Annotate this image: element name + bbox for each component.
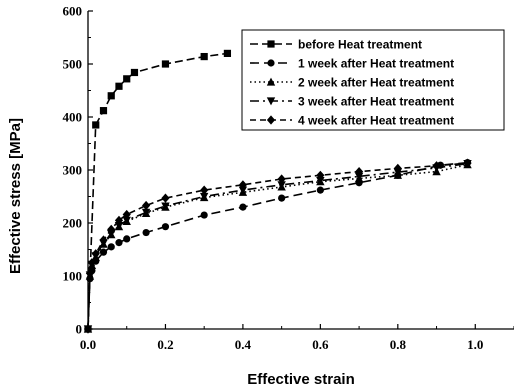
legend-label: 2 week after Heat treatment — [298, 76, 454, 90]
data-point — [91, 249, 100, 259]
data-point — [122, 216, 131, 225]
legend-marker — [267, 59, 275, 67]
data-point — [354, 172, 364, 181]
y-tick-label: 600 — [63, 4, 83, 19]
data-point — [115, 239, 123, 247]
data-point — [277, 181, 286, 190]
legend-entry: 3 week after Heat treatment — [250, 95, 454, 109]
data-point — [239, 203, 247, 211]
data-point — [238, 186, 248, 195]
y-tick-label: 0 — [76, 322, 83, 337]
data-point — [85, 268, 95, 278]
y-axis-title: Effective stress [MPa] — [7, 118, 24, 274]
legend-label: 3 week after Heat treatment — [298, 95, 454, 109]
x-tick-label: 0.8 — [390, 337, 407, 352]
legend-marker — [266, 97, 276, 106]
data-point — [107, 224, 116, 234]
data-point — [123, 75, 131, 83]
series-line — [87, 52, 228, 330]
y-tick-label: 300 — [63, 163, 83, 178]
data-point — [393, 163, 402, 174]
series-5 — [83, 158, 472, 334]
data-point — [115, 82, 123, 90]
x-tick-label: 0.0 — [80, 337, 96, 352]
data-point — [99, 107, 108, 115]
data-point — [114, 215, 124, 225]
y-tick-label: 100 — [63, 269, 83, 284]
data-point — [92, 121, 100, 129]
data-point — [99, 248, 108, 256]
legend-entry: 1 week after Heat treatment — [250, 57, 454, 71]
series-2 — [84, 158, 472, 333]
data-point — [142, 228, 150, 237]
data-point — [107, 92, 115, 100]
legend-entry: before Heat treatment — [250, 38, 422, 52]
x-tick-label: 0.4 — [235, 337, 252, 352]
data-point — [463, 158, 472, 168]
data-point — [87, 258, 96, 268]
data-point — [277, 174, 286, 184]
data-point — [99, 235, 108, 245]
series-line — [87, 162, 468, 330]
plot-area — [83, 49, 472, 334]
legend-entry: 2 week after Heat treatment — [250, 76, 454, 90]
data-point — [130, 68, 139, 77]
data-point — [316, 170, 325, 180]
y-tick-label: 200 — [63, 216, 83, 231]
series-line — [87, 163, 468, 330]
legend-label: before Heat treatment — [298, 38, 422, 52]
data-point — [354, 166, 364, 177]
data-point — [83, 324, 93, 334]
data-point — [238, 180, 248, 190]
series-line — [87, 162, 468, 330]
data-point — [161, 223, 170, 231]
legend-marker — [266, 77, 276, 86]
data-point — [432, 161, 441, 171]
data-point — [161, 202, 170, 211]
legend-box — [241, 29, 505, 131]
legend: before Heat treatment 1 week after Heat t… — [241, 29, 505, 131]
data-point — [316, 186, 324, 194]
series-3 — [83, 160, 472, 333]
data-point — [122, 209, 131, 220]
data-point — [161, 193, 170, 203]
data-point — [114, 222, 124, 231]
legend-label: 1 week after Heat treatment — [298, 57, 454, 71]
legend-entry: 4 week after Heat treatment — [250, 114, 454, 128]
legend-label: 4 week after Heat treatment — [298, 114, 454, 128]
data-point — [161, 60, 170, 68]
data-point — [199, 192, 209, 201]
series-1 — [84, 49, 232, 333]
axes: 0 100 200 300 400 500 600 0.0 0.2 0.4 0.6 0.8 1.0 — [63, 4, 514, 352]
y-tick-label: 400 — [63, 110, 83, 125]
data-point — [200, 52, 208, 61]
legend-marker — [267, 40, 275, 48]
data-point — [141, 200, 151, 211]
legend-marker — [266, 115, 276, 125]
series-line — [87, 161, 468, 330]
x-axis-title: Effective strain — [247, 371, 355, 388]
data-point — [200, 211, 208, 219]
data-point — [200, 185, 209, 195]
x-tick-label: 1.0 — [467, 337, 483, 352]
y-tick-label: 500 — [63, 57, 83, 72]
data-point — [223, 49, 232, 57]
x-tick-label: 0.2 — [157, 337, 173, 352]
data-point — [278, 194, 286, 202]
data-point — [316, 177, 325, 185]
series-4 — [83, 160, 472, 334]
data-point — [141, 208, 151, 217]
data-point — [123, 235, 131, 243]
data-point — [107, 243, 115, 251]
x-tick-label: 0.6 — [312, 337, 329, 352]
